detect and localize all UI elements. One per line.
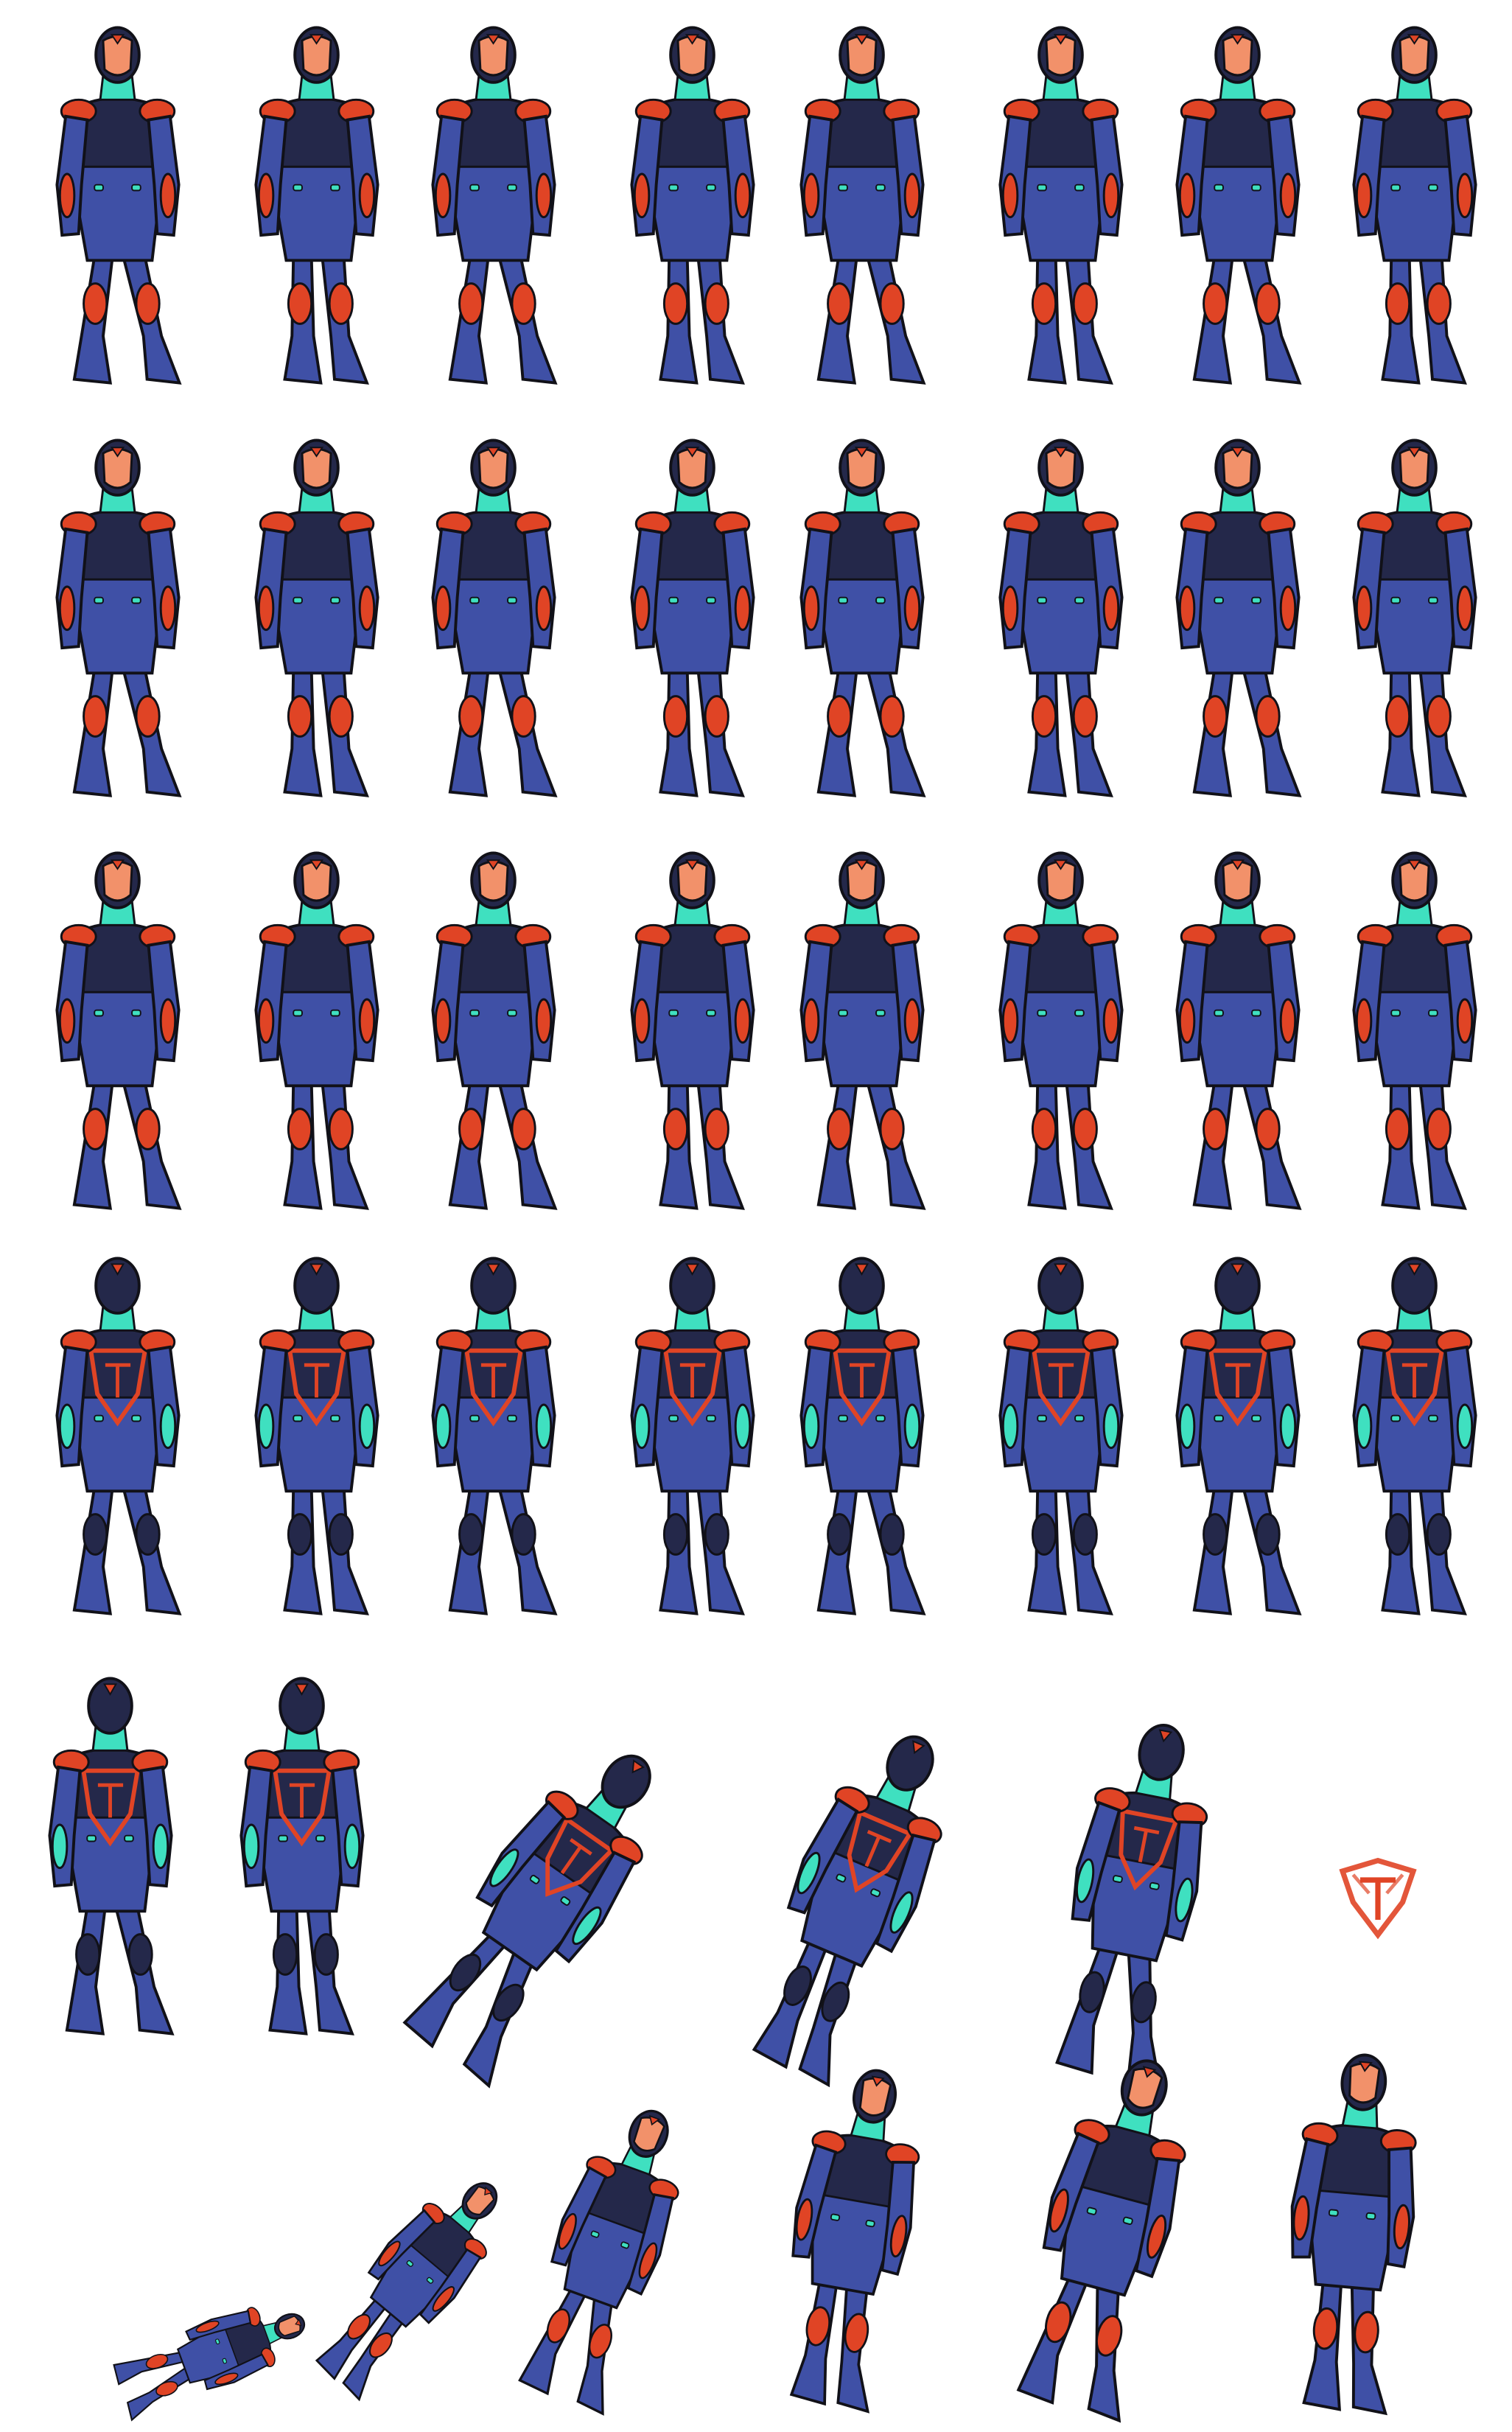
- sprite-frame: [236, 840, 398, 1223]
- sprite-frame: [413, 840, 575, 1223]
- sprite-frame: [37, 1245, 199, 1629]
- sprite-frame: [766, 2041, 928, 2425]
- sprite-frame: [236, 427, 398, 811]
- sprite-frame: [37, 427, 199, 811]
- sprite-frame: [1157, 427, 1319, 811]
- sprite-frame: [1016, 2041, 1186, 2425]
- sprite-frame: [980, 427, 1142, 811]
- sprite-frame: [221, 1666, 383, 2049]
- sprite-frame: [516, 2041, 679, 2425]
- sprite-frame: [37, 840, 199, 1223]
- sprite-frame: [980, 1245, 1142, 1629]
- sprite-frame: [402, 1666, 651, 2089]
- sprite-frame: [1157, 840, 1319, 1223]
- sprite-frame: [236, 15, 398, 398]
- sprite-frame: [1334, 15, 1496, 398]
- sprite-frame: [612, 840, 774, 1223]
- sprite-frame: [236, 1245, 398, 1629]
- sprite-frame: [413, 1245, 575, 1629]
- sprite-frame: [1267, 2041, 1429, 2425]
- sprite-frame: [29, 1666, 192, 2049]
- sprite-frame: [781, 1245, 943, 1629]
- sprite-frame: [413, 15, 575, 398]
- sprite-frame: [612, 15, 774, 398]
- sprite-frame: [980, 840, 1142, 1223]
- sprite-frame: [1334, 427, 1496, 811]
- sprite-frame: [37, 15, 199, 398]
- sprite-frame: [781, 427, 943, 811]
- sprite-frame: [1334, 840, 1496, 1223]
- sprite-frame: [752, 1666, 942, 2088]
- sprite-frame: [1157, 1245, 1319, 1629]
- sprite-frame: [295, 2041, 498, 2425]
- sprite-frame: [781, 840, 943, 1223]
- sprite-frame: [1334, 1245, 1496, 1629]
- sprite-frame: [1157, 15, 1319, 398]
- sprite-frame: [413, 427, 575, 811]
- sprite-frame: [612, 1245, 774, 1629]
- sprite-frame: [37, 2041, 306, 2425]
- sprite-frame: [980, 15, 1142, 398]
- sprite-frame: [781, 15, 943, 398]
- sprite-frame: [612, 427, 774, 811]
- sprite-frame: [1046, 1666, 1208, 2089]
- team-emblem-icon: [1334, 1853, 1422, 1942]
